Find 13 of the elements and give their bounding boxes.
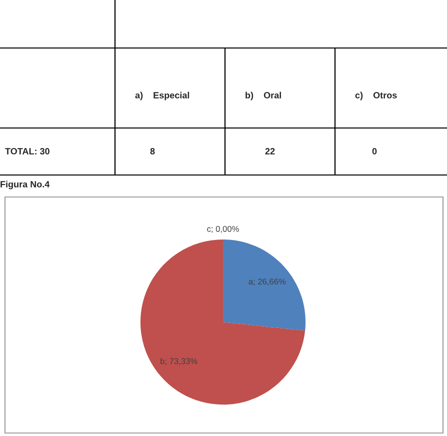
pie-slice (140, 240, 306, 405)
pie-slice (223, 240, 306, 331)
text: 0 (372, 148, 377, 154)
text: b) Oral (246, 92, 281, 100)
text: TOTAL: 30 (5, 148, 50, 154)
text: a) Especial (135, 92, 190, 100)
slice-label: b; 73,33% (160, 358, 198, 366)
text: 8 (150, 148, 155, 154)
text: Figura No.4 (0, 180, 50, 190)
category-label: c; 0,00% (207, 226, 239, 233)
slice-label: a; 26,66% (248, 278, 286, 286)
text: c) Otros (355, 92, 397, 100)
text: 22 (265, 148, 275, 154)
